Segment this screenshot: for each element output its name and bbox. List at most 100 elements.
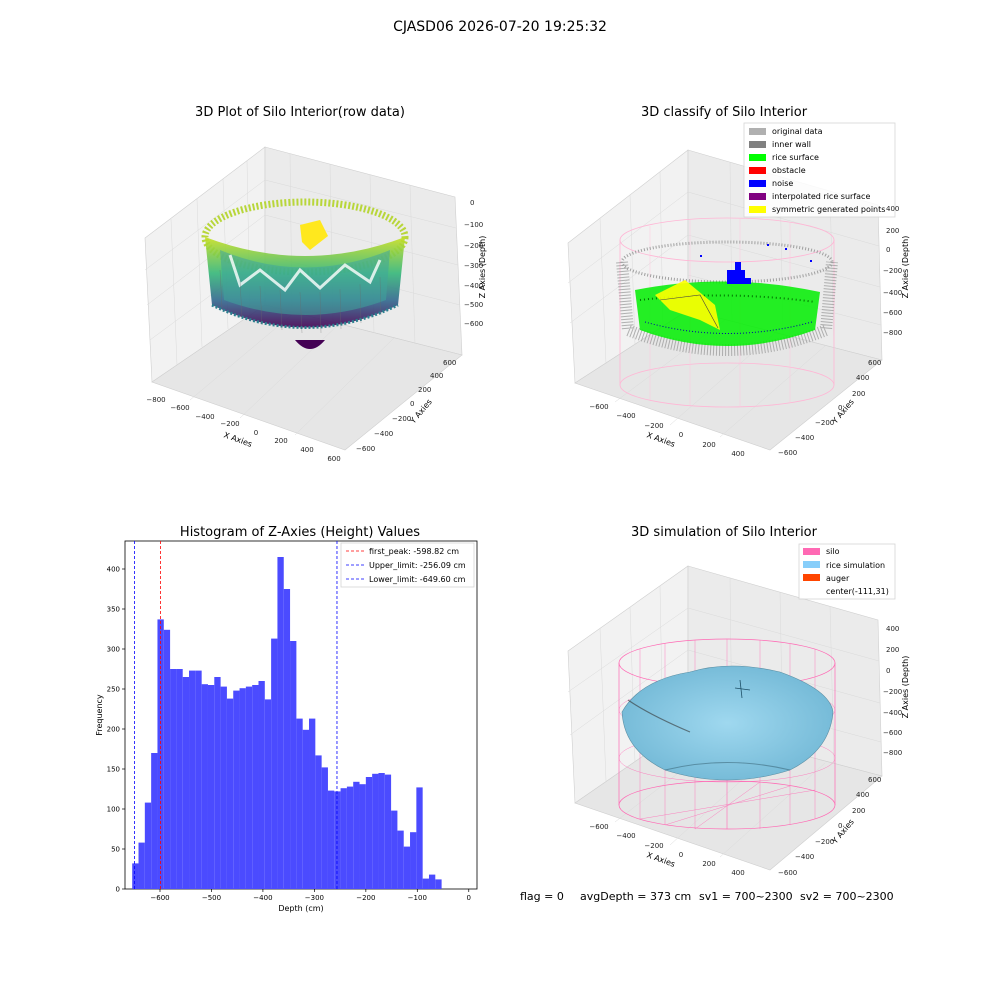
y-tick-label: 150 <box>107 766 120 774</box>
histogram-legend: first_peak: -598.82 cm Upper_limit: -256… <box>340 542 475 588</box>
simulation-x-ticks: −600 −400 −200 0 200 400 <box>589 823 744 877</box>
classify-z-tick: −600 <box>883 309 902 317</box>
x-tick-label: 0 <box>467 894 471 902</box>
raw-x-tick: −800 <box>146 396 165 404</box>
histogram-bar <box>258 681 265 889</box>
histogram-bar <box>264 699 272 889</box>
legend-item-interpolated: interpolated rice surface <box>749 192 870 201</box>
legend-item-symmetric: symmetric generated points <box>749 205 885 214</box>
histogram-bar <box>378 773 385 889</box>
panel-raw-3d: 3D Plot of Silo Interior(row data) <box>144 105 487 463</box>
simulation-x-tick: 400 <box>731 869 744 877</box>
legend-item-noise: noise <box>749 179 793 188</box>
legend-label: silo <box>826 547 840 556</box>
raw-plot-title: 3D Plot of Silo Interior(row data) <box>195 105 405 120</box>
legend-label: obstacle <box>772 166 806 175</box>
histogram-bar <box>151 753 158 889</box>
legend-label: interpolated rice surface <box>772 192 870 201</box>
histogram-bar <box>226 698 234 889</box>
legend-lower-limit: Lower_limit: -649.60 cm <box>369 575 466 584</box>
histogram-y-label: Frequency <box>95 694 104 736</box>
histogram-x-ticks: −600 −500 −400 −300 −200 −100 0 <box>150 889 471 902</box>
simulation-y-tick: 0 <box>838 822 842 830</box>
histogram-bar <box>340 788 347 889</box>
classify-x-tick: −600 <box>589 403 608 411</box>
legend-item-inner-wall: inner wall <box>749 140 811 149</box>
legend-first-peak: first_peak: -598.82 cm <box>369 547 459 556</box>
classify-x-tick: 0 <box>679 431 683 439</box>
footer-status: flag = 0 avgDepth = 373 cm sv1 = 700~230… <box>520 890 894 903</box>
x-tick-label: −200 <box>356 894 375 902</box>
classify-x-tick: 400 <box>731 450 744 458</box>
classify-y-tick: 400 <box>856 374 869 382</box>
classify-y-ticks: −600 −400 −200 0 200 400 600 <box>778 359 881 457</box>
simulation-y-tick: 400 <box>856 791 869 799</box>
histogram-bar <box>410 832 417 889</box>
y-tick-label: 50 <box>111 846 120 854</box>
legend-item-original-data: original data <box>749 127 823 136</box>
raw-x-tick: 600 <box>327 455 340 463</box>
histogram-bar <box>334 791 341 889</box>
classify-y-tick: −200 <box>815 419 834 427</box>
histogram-bar <box>163 629 171 889</box>
classify-z-ticks: 400 200 0 −200 −400 −600 −800 <box>883 205 902 337</box>
classify-x-tick: −200 <box>644 422 663 430</box>
simulation-plot-title: 3D simulation of Silo Interior <box>631 525 818 540</box>
y-tick-label: 350 <box>107 606 120 614</box>
histogram-bar <box>435 879 442 889</box>
histogram-bar <box>353 781 360 889</box>
classify-z-tick: 200 <box>886 227 899 235</box>
legend-label: inner wall <box>772 140 811 149</box>
histogram-bar <box>214 677 221 889</box>
raw-z-tick: −200 <box>464 242 483 250</box>
legend-item-rice-simulation: rice simulation <box>803 561 885 570</box>
simulation-y-tick: 600 <box>868 776 881 784</box>
legend-item-rice-surface: rice surface <box>749 153 819 162</box>
classify-x-tick: 200 <box>702 441 715 449</box>
legend-label: auger <box>826 574 850 583</box>
histogram-bar <box>372 773 379 889</box>
legend-item-obstacle: obstacle <box>749 166 806 175</box>
classify-z-tick: 0 <box>886 246 890 254</box>
simulation-z-tick: −200 <box>883 688 902 696</box>
simulation-z-tick: 200 <box>886 646 899 654</box>
classify-y-tick: 0 <box>838 404 842 412</box>
histogram-bar <box>138 842 145 889</box>
raw-z-tick: −500 <box>464 301 483 309</box>
y-tick-label: 0 <box>116 886 120 894</box>
classify-z-tick: −400 <box>883 289 902 297</box>
legend-label: symmetric generated points <box>772 205 885 214</box>
histogram-bars <box>132 557 442 889</box>
raw-z-tick: −100 <box>464 221 483 229</box>
raw-y-tick: −600 <box>356 445 375 453</box>
raw-x-tick: −600 <box>170 404 189 412</box>
raw-x-tick: 400 <box>300 446 313 454</box>
histogram-bar <box>416 787 423 889</box>
raw-z-ticks: 0 −100 −200 −300 −400 −500 −600 <box>464 199 483 328</box>
histogram-bar <box>220 686 227 889</box>
histogram-bar <box>384 774 392 889</box>
panel-histogram: Histogram of Z-Axies (Height) Values −60… <box>95 525 478 913</box>
y-tick-label: 400 <box>107 566 120 574</box>
simulation-legend: silo rice simulation auger center(-111,3… <box>798 543 896 600</box>
raw-x-label: X Axies <box>222 430 253 449</box>
legend-label: center(-111,31) <box>826 587 889 596</box>
avg-depth-text: avgDepth = 373 cm <box>580 890 691 903</box>
legend-item-silo: silo <box>803 547 840 556</box>
histogram-bar <box>189 670 196 889</box>
simulation-x-label: X Axies <box>645 850 676 869</box>
histogram-bar <box>182 677 190 889</box>
legend-label: rice surface <box>772 153 819 162</box>
classify-x-ticks: −600 −400 −200 0 200 400 <box>589 403 744 458</box>
histogram-bar <box>309 718 316 889</box>
simulation-x-tick: 200 <box>702 860 715 868</box>
histogram-bar <box>397 830 404 889</box>
simulation-y-label: Y Axies <box>830 817 856 846</box>
panel-simulation-3d: 3D simulation of Silo Interior <box>567 525 910 877</box>
histogram-bar <box>346 786 354 889</box>
y-tick-label: 200 <box>107 726 120 734</box>
raw-z-label: Z Axies (Depth) <box>478 236 487 299</box>
raw-x-tick: −400 <box>195 413 214 421</box>
histogram-bar <box>271 638 278 889</box>
